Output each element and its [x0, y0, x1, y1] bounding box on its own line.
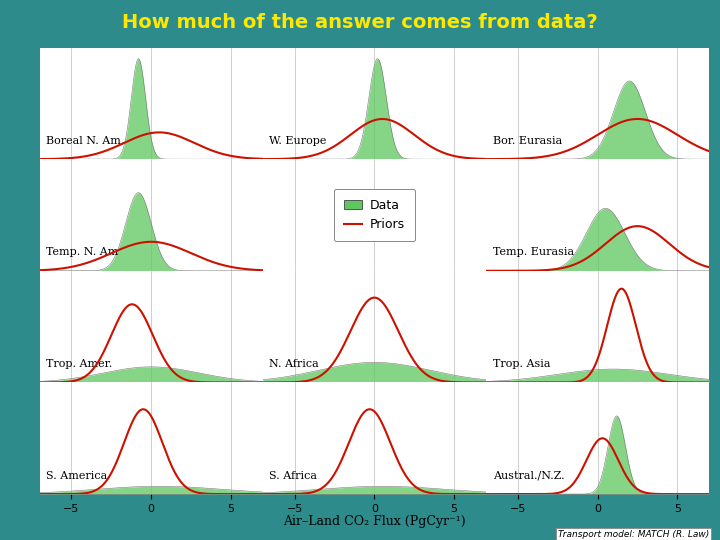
Text: Air–Land CO₂ Flux (PgCyr⁻¹): Air–Land CO₂ Flux (PgCyr⁻¹)	[283, 515, 466, 528]
Text: Bor. Eurasia: Bor. Eurasia	[492, 136, 562, 146]
Text: W. Europe: W. Europe	[269, 136, 327, 146]
Text: How much of the answer comes from data?: How much of the answer comes from data?	[122, 14, 598, 32]
Text: Temp. N. Am: Temp. N. Am	[46, 247, 119, 258]
Text: N. Africa: N. Africa	[269, 359, 319, 369]
Text: S. America: S. America	[46, 471, 107, 481]
Text: Temp. Eurasia: Temp. Eurasia	[492, 247, 574, 258]
Text: S. Africa: S. Africa	[269, 471, 318, 481]
Text: Trop. Asia: Trop. Asia	[492, 359, 550, 369]
Legend: Data, Priors: Data, Priors	[333, 189, 415, 241]
Text: Austral./N.Z.: Austral./N.Z.	[492, 471, 564, 481]
Text: Transport model: MATCH (R. Law): Transport model: MATCH (R. Law)	[558, 530, 709, 539]
Text: Boreal N. Am.: Boreal N. Am.	[46, 136, 125, 146]
Text: Trop. Amer.: Trop. Amer.	[46, 359, 112, 369]
